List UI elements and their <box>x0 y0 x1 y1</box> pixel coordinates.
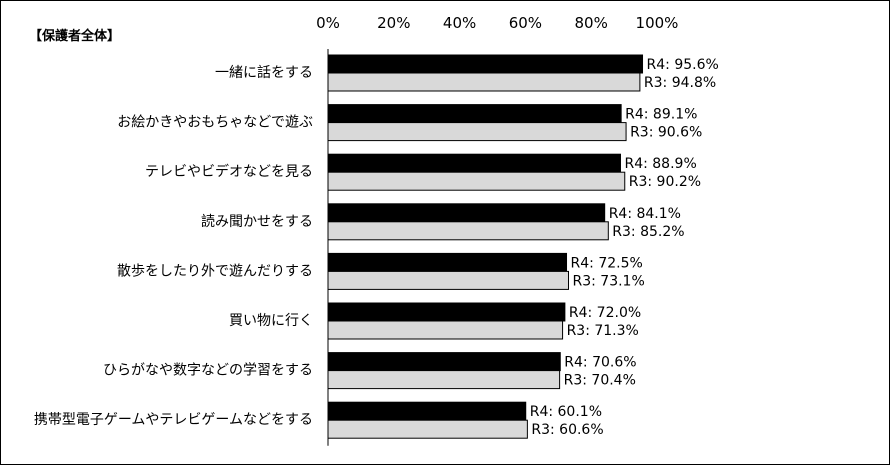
bars: 一緒に話をする R4: 95.6% R3: 94.8% お絵かきやおもちゃなどで遊ぶ R… <box>34 54 719 439</box>
bar-r3 <box>327 221 609 241</box>
data-label-r3: R3: 90.2% <box>629 174 701 190</box>
bar-r4 <box>327 352 561 372</box>
category-label: 読み聞かせをする <box>201 213 313 230</box>
x-tick-label: 100% <box>636 14 679 32</box>
category-label: 携帯型電子ゲームやテレビゲームなどをする <box>34 412 313 428</box>
data-label-r3: R3: 60.6% <box>531 422 603 438</box>
bar-r4 <box>327 401 527 421</box>
bar-r4 <box>327 252 568 272</box>
data-label-r4: R4: 88.9% <box>624 156 696 172</box>
data-label-r3: R3: 71.3% <box>567 323 639 339</box>
bar-r4 <box>327 203 606 223</box>
category-label: お絵かきやおもちゃなどで遊ぶ <box>117 115 313 131</box>
x-tick-label: 60% <box>509 14 542 32</box>
bar-r3 <box>327 270 569 290</box>
data-label-r4: R4: 60.1% <box>530 404 602 420</box>
bar-r4 <box>327 302 566 322</box>
x-tick-label: 0% <box>316 14 340 32</box>
category-label: 一緒に話をする <box>215 64 313 81</box>
x-tick-label: 40% <box>443 14 476 32</box>
category-group: ひらがなや数字などの学習をする R4: 70.6% R3: 70.4% <box>103 352 637 390</box>
category-label: ひらがなや数字などの学習をする <box>103 363 313 379</box>
bar-r3 <box>327 419 528 439</box>
data-label-r3: R3: 70.4% <box>564 373 636 389</box>
bar-r3 <box>327 370 561 390</box>
bar-r4 <box>327 153 621 173</box>
category-group: 携帯型電子ゲームやテレビゲームなどをする R4: 60.1% R3: 60.6% <box>34 401 604 439</box>
x-tick-label: 20% <box>377 14 410 32</box>
x-axis-ticks: 0% 20% 40% 60% 80% 100% <box>316 14 678 32</box>
category-group: 買い物に行く R4: 72.0% R3: 71.3% <box>229 302 641 340</box>
category-group: お絵かきやおもちゃなどで遊ぶ R4: 89.1% R3: 90.6% <box>117 104 702 142</box>
data-label-r3: R3: 73.1% <box>572 273 644 289</box>
bar-r3 <box>327 320 564 340</box>
category-group: 一緒に話をする R4: 95.6% R3: 94.8% <box>215 54 719 92</box>
category-group: 読み聞かせをする R4: 84.1% R3: 85.2% <box>201 203 685 241</box>
category-label: 買い物に行く <box>229 313 313 329</box>
category-label: テレビやビデオなどを見る <box>145 163 313 180</box>
x-tick-label: 80% <box>575 14 608 32</box>
chart-subtitle: 【保護者全体】 <box>29 28 120 44</box>
data-label-r4: R4: 72.5% <box>571 255 643 271</box>
category-group: テレビやビデオなどを見る R4: 88.9% R3: 90.2% <box>145 153 701 191</box>
bar-r3 <box>327 122 627 142</box>
category-label: 散歩をしたり外で遊んだりする <box>117 263 313 279</box>
data-label-r3: R3: 85.2% <box>612 224 684 240</box>
data-label-r4: R4: 84.1% <box>609 206 681 222</box>
data-label-r4: R4: 95.6% <box>647 57 719 73</box>
bar-r4 <box>327 54 644 74</box>
bar-r3 <box>327 72 641 92</box>
data-label-r3: R3: 90.6% <box>630 125 702 141</box>
category-group: 散歩をしたり外で遊んだりする R4: 72.5% R3: 73.1% <box>117 252 645 290</box>
bar-r4 <box>327 104 622 124</box>
data-label-r3: R3: 94.8% <box>644 75 716 91</box>
bar-r3 <box>327 171 626 191</box>
data-label-r4: R4: 72.0% <box>569 305 641 321</box>
data-label-r4: R4: 89.1% <box>625 107 697 123</box>
data-label-r4: R4: 70.6% <box>564 355 636 371</box>
